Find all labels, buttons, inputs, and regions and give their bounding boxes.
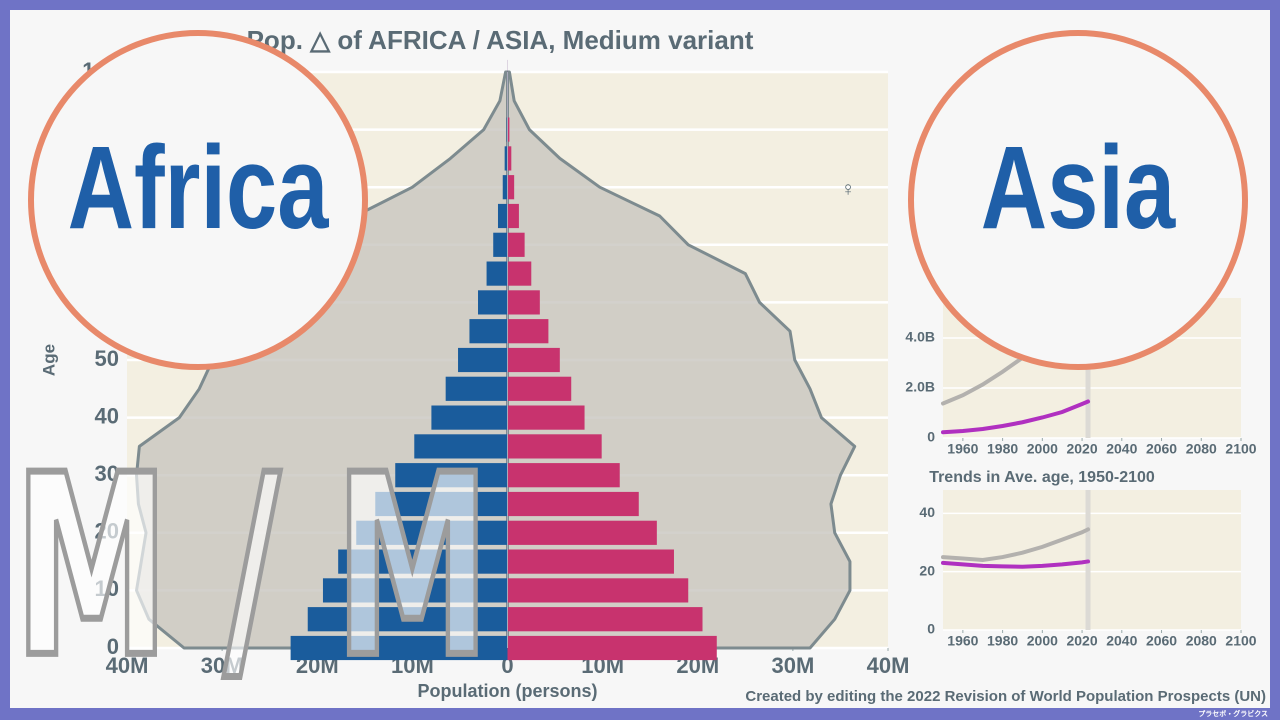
x-tick-label: 2060: [1146, 633, 1177, 649]
y-axis-label: Age: [39, 344, 58, 376]
x-tick-label: 2000: [1027, 441, 1058, 457]
y-tick-label: 20: [95, 519, 119, 544]
x-tick-label: 2040: [1106, 441, 1137, 457]
bar: [356, 520, 508, 545]
bar: [507, 405, 585, 430]
bar: [431, 405, 508, 430]
bar: [290, 635, 508, 661]
y-tick-label: 0: [107, 634, 119, 659]
x-tick-label: 2100: [1225, 441, 1256, 457]
bar: [507, 146, 512, 171]
y-tick-label: 50: [95, 346, 119, 371]
x-tick-label: 2060: [1146, 441, 1177, 457]
x-tick-label: 40M: [867, 653, 910, 678]
y-tick-label: 0: [927, 429, 935, 445]
bar: [507, 261, 532, 286]
bar: [493, 232, 508, 257]
bar: [502, 175, 508, 200]
trend-line: [941, 559, 1091, 569]
y-tick-label: 10: [95, 576, 119, 601]
bar: [486, 261, 508, 286]
y-tick-label: 30: [95, 461, 119, 486]
x-tick-label: 1960: [947, 633, 978, 649]
y-tick-label: 4.0B: [905, 329, 935, 345]
y-tick-label: 2.0B: [905, 379, 935, 395]
bar: [507, 175, 515, 200]
y-tick-label: 20: [919, 562, 935, 578]
x-axis-label: Population (persons): [418, 681, 598, 701]
x-tick-label: 1960: [947, 441, 978, 457]
bar: [445, 376, 508, 401]
trend-line: [941, 399, 1091, 435]
circle-label: Asia: [981, 122, 1176, 254]
credit: Created by editing the 2022 Revision of …: [745, 688, 1266, 705]
x-tick-label: 2040: [1106, 633, 1137, 649]
x-tick-label: 2020: [1066, 633, 1097, 649]
x-tick-label: 30M: [201, 653, 244, 678]
circle-label: Africa: [68, 122, 330, 254]
bar: [507, 607, 703, 632]
bar: [507, 347, 560, 373]
bar: [307, 607, 508, 632]
bar: [507, 635, 717, 661]
female-symbol: ♀: [841, 178, 856, 200]
bar: [507, 376, 572, 401]
x-tick-label: 2080: [1186, 441, 1217, 457]
big-outline-text: M / M: [14, 421, 490, 712]
bar: [375, 491, 508, 517]
bar: [507, 549, 674, 574]
bar: [507, 520, 657, 545]
trend-line: [941, 527, 1091, 563]
bar: [507, 491, 639, 517]
x-tick-label: 1980: [987, 633, 1018, 649]
x-tick-label: 40M: [106, 653, 149, 678]
brand: プラセボ・グラビクス: [1198, 709, 1268, 718]
y-tick-label: 0: [927, 621, 935, 637]
bar: [507, 434, 602, 459]
bar: [507, 319, 549, 344]
chart-title: Trends in Ave. age, 1950-2100: [929, 469, 1155, 486]
bar: [414, 434, 508, 459]
x-tick-label: 2020: [1066, 441, 1097, 457]
y-tick-label: 40: [919, 504, 935, 520]
x-tick-label: 2000: [1027, 633, 1058, 649]
bar: [497, 203, 508, 229]
bar: [507, 232, 525, 257]
chart-title: Pop. △ of AFRICA / ASIA, Medium variant: [247, 25, 754, 55]
x-tick-label: 1980: [987, 441, 1018, 457]
label-circle: [908, 30, 1248, 370]
bar: [507, 463, 620, 488]
bar: [507, 290, 540, 315]
bar: [338, 549, 508, 574]
x-tick-label: 2080: [1186, 633, 1217, 649]
bar: [469, 319, 508, 344]
label-circle: [28, 30, 368, 370]
bar: [478, 290, 508, 315]
bar: [507, 203, 519, 229]
bar: [507, 578, 689, 603]
bar: [322, 578, 508, 603]
x-tick-label: 30M: [771, 653, 814, 678]
bar: [458, 347, 508, 373]
bar: [395, 463, 508, 488]
y-tick-label: 40: [95, 403, 119, 428]
bar: [507, 117, 510, 142]
bar: [504, 146, 508, 171]
x-tick-label: 2100: [1225, 633, 1256, 649]
